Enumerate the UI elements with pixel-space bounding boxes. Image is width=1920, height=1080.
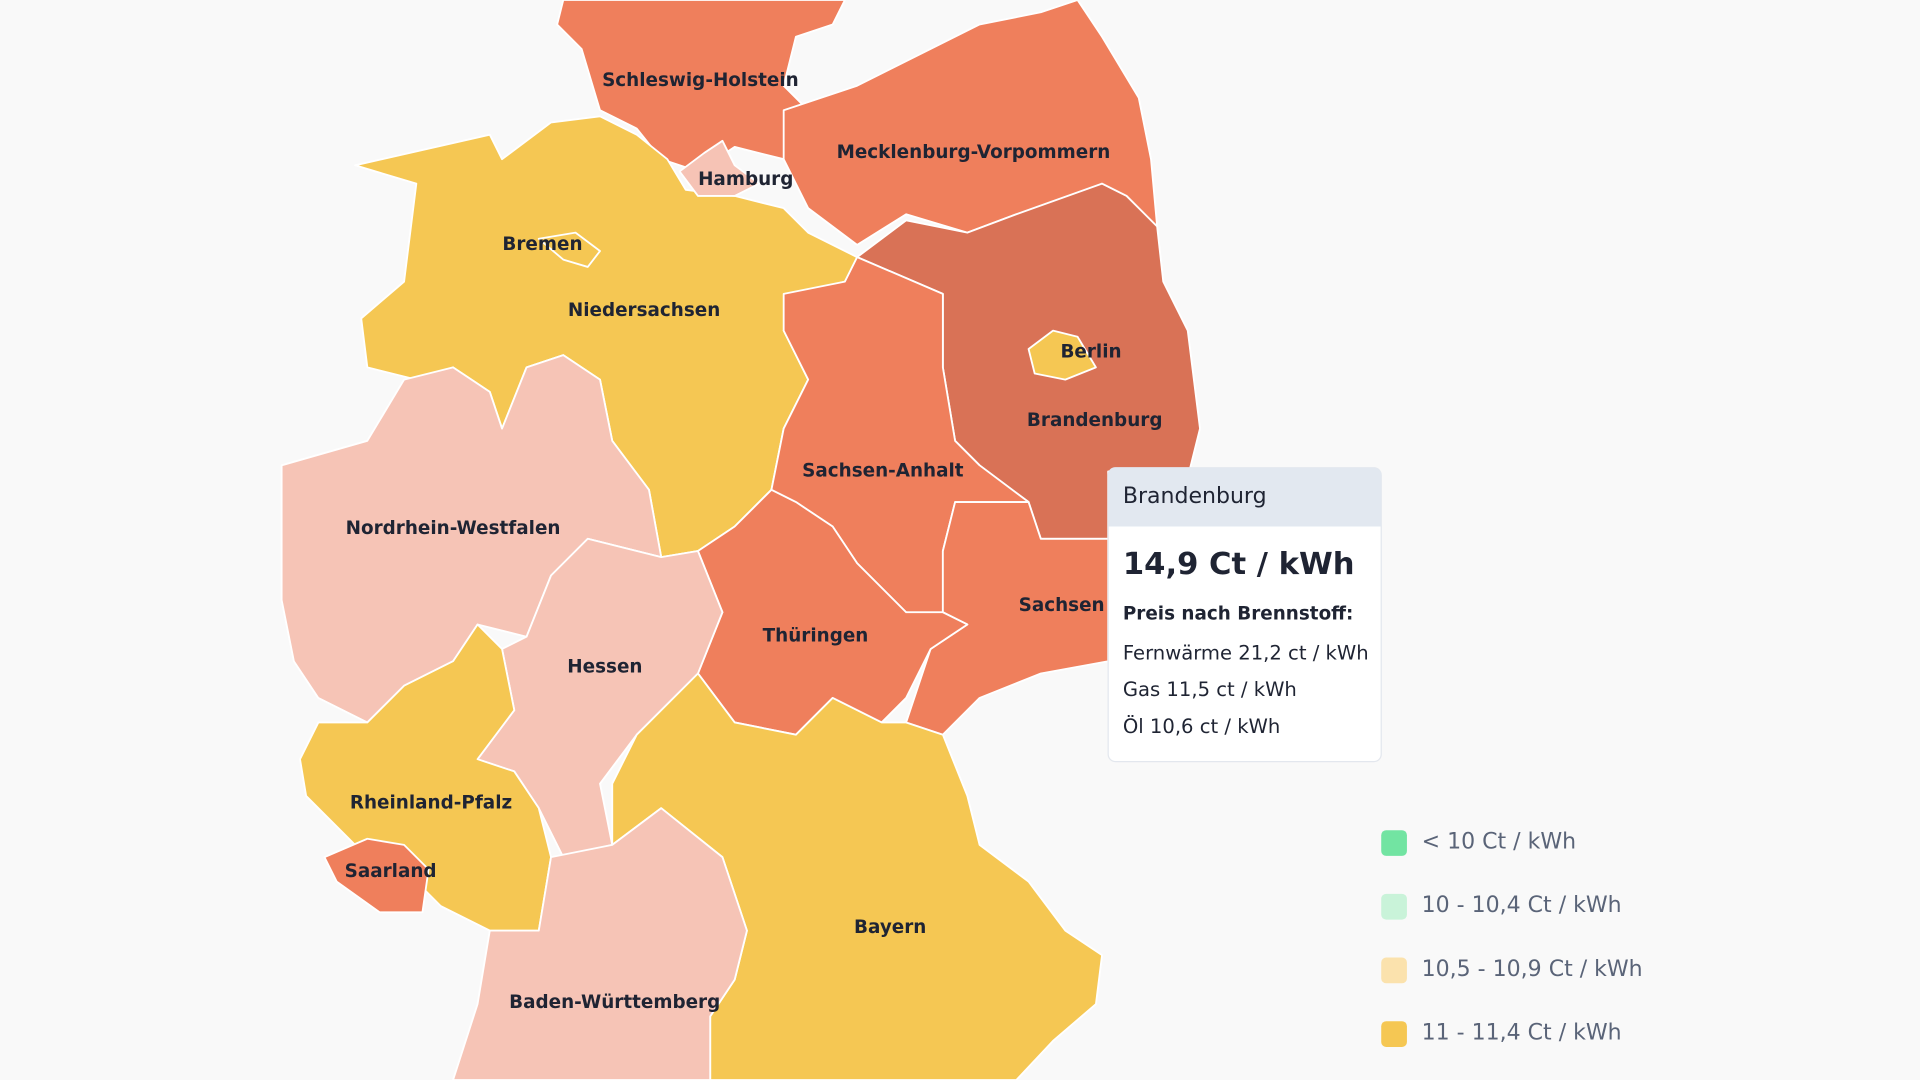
tooltip-line: Fernwärme 21,2 ct / kWh (1123, 641, 1369, 664)
legend-label: < 10 Ct / kWh (1422, 829, 1576, 854)
state-label: Rheinland-Pfalz (350, 792, 512, 813)
tooltip-value: 14,9 Ct / kWh (1123, 547, 1355, 582)
legend-label: 11 - 11,4 Ct / kWh (1422, 1020, 1622, 1045)
state-label: Thüringen (763, 626, 869, 647)
state-label: Berlin (1060, 342, 1121, 363)
state-label: Hamburg (698, 169, 793, 190)
state-label: Niedersachsen (568, 300, 720, 321)
legend-swatch (1381, 830, 1407, 856)
tooltip-subtitle: Preis nach Brennstoff: (1123, 604, 1354, 625)
state-label: Schleswig-Holstein (602, 70, 799, 91)
state-label: Mecklenburg-Vorpommern (837, 142, 1111, 163)
state-baden-wuerttemberg[interactable] (452, 807, 748, 1080)
state-label: Brandenburg (1027, 410, 1163, 431)
legend-swatch (1381, 893, 1407, 920)
state-bremen[interactable] (537, 231, 601, 268)
tooltip: Brandenburg 14,9 Ct / kWh Preis nach Bre… (1107, 467, 1382, 763)
state-label: Saarland (345, 861, 437, 882)
state-schleswig-holstein[interactable] (556, 0, 846, 173)
state-berlin[interactable] (1027, 329, 1097, 381)
state-label: Baden-Württemberg (509, 992, 720, 1013)
legend-swatch (1381, 957, 1407, 984)
legend-label: 10 - 10,4 Ct / kWh (1422, 893, 1622, 918)
state-label: Sachsen-Anhalt (802, 460, 964, 481)
tooltip-title: Brandenburg (1123, 484, 1267, 509)
state-label: Sachsen (1019, 595, 1105, 616)
states (280, 0, 1201, 1080)
legend-label: 10,5 - 10,9 Ct / kWh (1422, 957, 1643, 982)
state-label: Nordrhein-Westfalen (346, 518, 561, 539)
state-saarland[interactable] (323, 837, 430, 914)
tooltip-header (1108, 467, 1382, 527)
state-label: Bayern (854, 917, 926, 938)
state-labels: Schleswig-Holstein Mecklenburg-Vorpommer… (345, 70, 1163, 1013)
legend-swatch (1381, 1021, 1407, 1047)
legend: < 10 Ct / kWh 10 - 10,4 Ct / kWh 10,5 - 10… (1381, 829, 1643, 1047)
state-label: Hessen (567, 656, 642, 677)
tooltip-line: Gas 11,5 ct / kWh (1123, 678, 1297, 701)
state-label: Bremen (502, 234, 582, 255)
state-hamburg[interactable] (678, 139, 761, 197)
tooltip-line: Öl 10,6 ct / kWh (1123, 715, 1280, 738)
